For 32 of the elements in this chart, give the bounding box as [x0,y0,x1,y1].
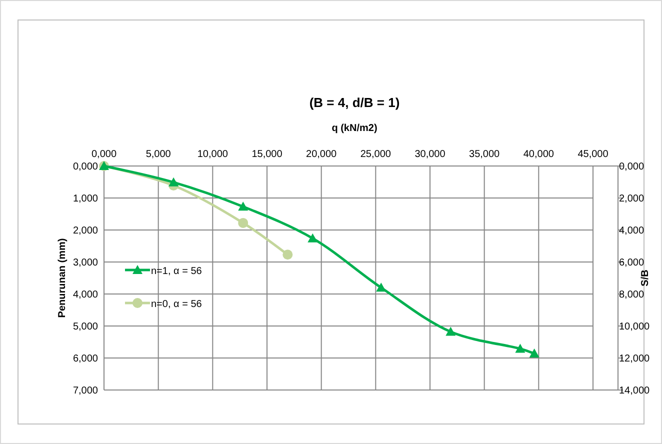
y2-tick-label: 10,000 [619,322,650,332]
y2-tick-label: 0,000 [619,162,644,172]
y2-tick-label: 14,000 [619,386,650,396]
x-tick-label: 15,000 [252,149,283,160]
y-tick-label: 6,000 [72,354,98,364]
y-tick-label: 7,000 [72,386,98,396]
y2-tick-label: 2,000 [619,194,644,204]
x-tick-label: 35,000 [469,149,500,160]
legend-label: n=0, α = 56 [151,299,202,310]
x-tick-label: 30,000 [414,149,446,160]
x-tick-label: 45,000 [578,149,609,160]
chart-title: (B = 4, d/B = 1) [309,95,400,110]
y-axis-title: Penurunan (mm) [57,238,68,318]
y-tick-label: 1,000 [72,194,98,204]
y-tick-label: 0,000 [72,162,98,172]
y2-tick-label: 12,000 [619,354,650,364]
x-tick-label: 20,000 [306,149,338,160]
x-tick-label: 0,000 [91,149,117,160]
y-tick-label: 2,000 [72,226,98,236]
x-tick-label: 40,000 [523,149,554,160]
x-tick-label: 25,000 [360,149,392,160]
y-tick-label: 4,000 [72,290,98,300]
y-tick-label: 5,000 [72,322,98,332]
legend-label: n=1, α = 56 [151,266,202,277]
y2-tick-label: 8,000 [619,290,644,300]
x-tick-label: 10,000 [197,149,228,160]
x-tick-label: 5,000 [146,149,172,160]
y2-tick-label: 4,000 [619,226,644,236]
x-axis-title: q (kN/m2) [332,123,378,134]
y2-tick-label: 6,000 [619,258,644,268]
y-tick-label: 3,000 [72,258,98,268]
y2-axis-title: S/B [640,270,651,286]
